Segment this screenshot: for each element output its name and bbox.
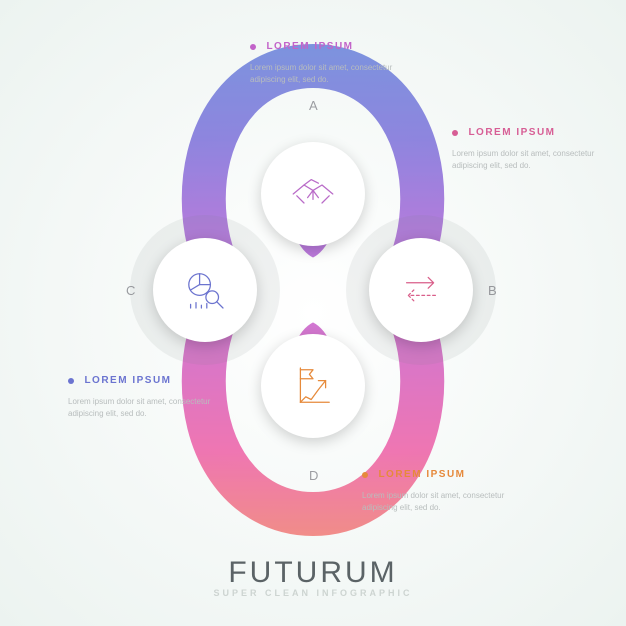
textblock-a: LOREM IPSUM Lorem ipsum dolor sit amet, … — [250, 38, 400, 86]
node-a — [261, 142, 365, 246]
pie-magnifier-icon — [178, 263, 232, 317]
body-b: Lorem ipsum dolor sit amet, consectetur … — [452, 148, 602, 172]
bullet-d — [362, 472, 368, 478]
brand-title: FUTURUM — [0, 556, 626, 590]
brand-subtitle: SUPER CLEAN INFOGRAPHIC — [0, 588, 626, 598]
body-d: Lorem ipsum dolor sit amet, consectetur … — [362, 490, 512, 514]
body-a: Lorem ipsum dolor sit amet, consectetur … — [250, 62, 400, 86]
node-b — [369, 238, 473, 342]
title-a: LOREM IPSUM — [266, 41, 353, 52]
letter-d: D — [309, 468, 318, 483]
node-d — [261, 334, 365, 438]
bullet-b — [452, 130, 458, 136]
textblock-d: LOREM IPSUM Lorem ipsum dolor sit amet, … — [362, 466, 512, 514]
arrows-icon — [394, 263, 448, 317]
letter-c: C — [126, 283, 135, 298]
title-c: LOREM IPSUM — [84, 375, 171, 386]
flag-chart-icon — [286, 359, 340, 413]
title-b: LOREM IPSUM — [468, 127, 555, 138]
bullet-a — [250, 44, 256, 50]
title-d: LOREM IPSUM — [378, 469, 465, 480]
letter-a: A — [309, 98, 318, 113]
infographic-stage: A B C D LOREM IPSUM Lorem ipsum dolor si… — [0, 0, 626, 626]
brand: FUTURUM SUPER CLEAN INFOGRAPHIC — [0, 556, 626, 598]
figure8-band — [0, 0, 626, 626]
bullet-c — [68, 378, 74, 384]
handshake-icon — [286, 167, 340, 221]
node-c — [153, 238, 257, 342]
textblock-c: LOREM IPSUM Lorem ipsum dolor sit amet, … — [68, 372, 218, 420]
body-c: Lorem ipsum dolor sit amet, consectetur … — [68, 396, 218, 420]
letter-b: B — [488, 283, 497, 298]
textblock-b: LOREM IPSUM Lorem ipsum dolor sit amet, … — [452, 124, 602, 172]
